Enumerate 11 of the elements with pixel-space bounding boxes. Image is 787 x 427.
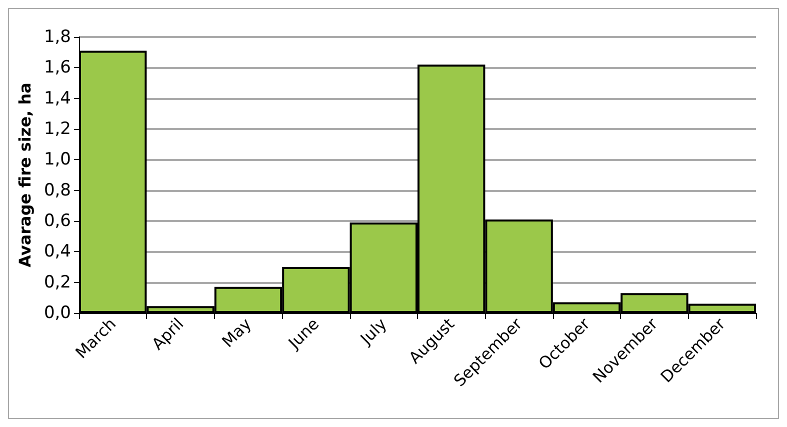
y-tick-label: 1,2 [44, 119, 71, 139]
y-tick-label: 1,6 [44, 58, 71, 78]
y-tick-label: 0,4 [44, 242, 71, 262]
y-tick-label: 0,8 [44, 180, 71, 200]
y-tick-label: 0,0 [44, 303, 71, 323]
y-axis-title: Avarage fire size, ha [16, 82, 35, 268]
y-tick-label: 0,2 [44, 272, 71, 292]
y-tick-label: 0,6 [44, 211, 71, 231]
y-tick-label: 1,0 [44, 150, 71, 170]
y-tick-label: 1,8 [44, 27, 71, 47]
y-tick-label: 1,4 [44, 88, 71, 108]
